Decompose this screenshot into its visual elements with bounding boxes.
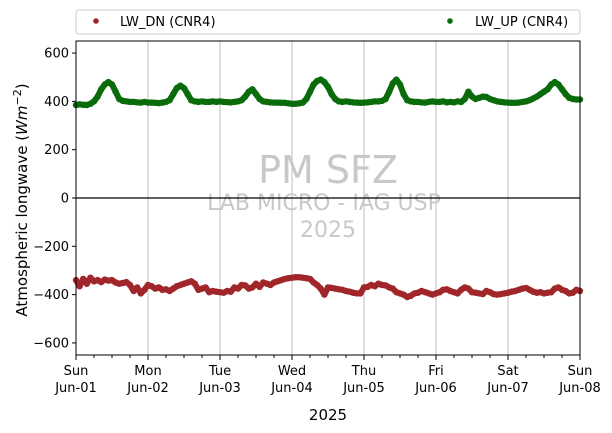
data-point <box>461 95 468 103</box>
data-point <box>141 286 148 293</box>
x-axis-label: 2025 <box>309 406 347 424</box>
y-axis-label: Atmospheric longwave (Wm−2) <box>11 83 31 316</box>
data-point <box>83 280 91 287</box>
x-tick-label-date: Jun-04 <box>270 381 313 396</box>
data-point <box>252 90 260 98</box>
x-tick-label-date: Jun-05 <box>342 381 385 396</box>
data-point <box>324 83 332 91</box>
x-tick-label-day: Wed <box>278 364 306 379</box>
legend-marker-lw-up <box>447 18 453 24</box>
data-point <box>134 284 141 291</box>
data-point <box>306 88 314 95</box>
x-tick-label-day: Mon <box>134 364 161 379</box>
watermark-line3: 2025 <box>300 218 356 243</box>
data-point <box>249 86 256 93</box>
data-point <box>382 95 389 103</box>
data-point <box>227 288 234 295</box>
data-point <box>396 81 404 88</box>
x-tick-label-date: Jun-08 <box>558 381 601 396</box>
y-tick-label: 0 <box>61 192 69 207</box>
y-tick-label: 400 <box>44 95 69 110</box>
x-tick-label-day: Sun <box>64 364 89 379</box>
data-point <box>170 90 177 98</box>
x-tick-label-day: Sun <box>568 364 593 379</box>
data-point <box>126 281 134 289</box>
y-tick-label: −400 <box>33 288 69 303</box>
data-point <box>98 86 105 93</box>
series-1 <box>72 76 584 109</box>
watermark-line2: LAB MICRO - IAG USP <box>207 191 441 216</box>
legend-label-lw-up: LW_UP (CNR4) <box>475 15 568 30</box>
y-tick-label: 200 <box>44 143 69 158</box>
x-tick-label-date: Jun-03 <box>198 381 241 396</box>
data-point <box>321 78 328 86</box>
x-tick-label-date: Jun-02 <box>126 381 169 396</box>
data-point <box>90 98 98 105</box>
y-tick-label: −200 <box>33 240 69 255</box>
x-tick-label-day: Thu <box>351 364 376 379</box>
watermark-line1: PM SFZ <box>258 148 398 192</box>
data-point <box>321 291 328 298</box>
data-point <box>202 284 209 291</box>
data-point <box>184 90 191 98</box>
y-axis-ticks: −600 −400 −200 0 200 400 600 <box>33 47 76 351</box>
y-axis-label-unit: Wm <box>13 105 31 134</box>
data-point <box>386 88 393 95</box>
data-point <box>166 97 173 104</box>
data-point <box>191 280 198 287</box>
data-point <box>108 81 116 88</box>
data-point <box>393 76 400 83</box>
data-point <box>400 90 407 98</box>
data-point <box>558 86 566 93</box>
y-tick-label: −600 <box>33 336 69 351</box>
watermark: PM SFZ LAB MICRO - IAG USP 2025 <box>207 148 441 243</box>
data-point <box>256 283 263 291</box>
data-point <box>357 290 364 297</box>
legend: LW_DN (CNR4) LW_UP (CNR4) <box>75 9 581 35</box>
series-0 <box>72 274 584 301</box>
x-tick-label-day: Tue <box>208 364 231 379</box>
y-axis-label-close: ) <box>13 83 31 89</box>
x-tick-label-date: Jun-06 <box>414 381 457 396</box>
x-axis-ticks: Sun Jun-01 Mon Jun-02 Tue Jun-03 Wed Jun-04 Thu J… <box>54 355 601 396</box>
data-point <box>555 81 562 88</box>
y-axis-label-exp: −2 <box>11 89 24 105</box>
y-tick-label: 600 <box>44 47 69 62</box>
data-point <box>180 84 188 92</box>
x-tick-label-date: Jun-07 <box>486 381 529 396</box>
data-point <box>80 275 87 283</box>
legend-marker-lw-dn <box>93 18 99 24</box>
data-point <box>317 285 324 292</box>
x-tick-label-day: Sat <box>497 364 518 379</box>
data-point <box>112 88 119 95</box>
data-point <box>544 86 551 93</box>
x-tick-label-date: Jun-01 <box>54 381 97 396</box>
x-tick-label-day: Fri <box>428 364 444 379</box>
y-axis-label-text: Atmospheric longwave ( <box>13 135 31 317</box>
series-layer <box>72 76 584 301</box>
data-point <box>465 88 472 95</box>
data-point <box>94 93 101 100</box>
data-point <box>76 283 83 290</box>
data-point <box>328 90 335 98</box>
data-point <box>303 95 310 103</box>
data-point <box>242 93 249 100</box>
legend-label-lw-dn: LW_DN (CNR4) <box>120 15 216 30</box>
